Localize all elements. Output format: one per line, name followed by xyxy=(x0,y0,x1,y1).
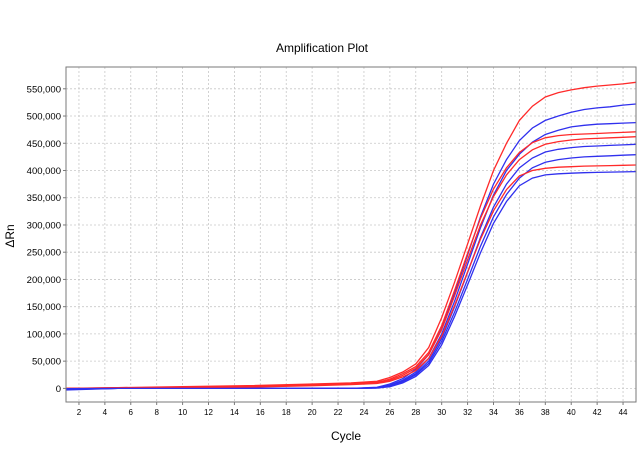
x-tick-label: 4 xyxy=(103,408,108,417)
x-axis-label: Cycle xyxy=(331,429,361,443)
x-tick-label: 20 xyxy=(308,408,317,417)
x-tick-label: 18 xyxy=(282,408,291,417)
x-tick-label: 2 xyxy=(77,408,82,417)
y-tick-label: 350,000 xyxy=(27,193,61,204)
y-tick-label: 550,000 xyxy=(27,84,61,95)
x-tick-label: 16 xyxy=(256,408,265,417)
y-axis-ticks: 0 50,000 100,000 150,000 200,000 250,000 300,0… xyxy=(27,84,66,395)
x-tick-label: 44 xyxy=(619,408,628,417)
series-line-blue-7 xyxy=(65,154,637,390)
x-tick-label: 8 xyxy=(154,408,159,417)
x-tick-label: 14 xyxy=(230,408,239,417)
x-tick-label: 30 xyxy=(437,408,446,417)
series-line-blue-2 xyxy=(65,103,637,391)
x-tick-label: 12 xyxy=(204,408,213,417)
x-tick-label: 10 xyxy=(178,408,187,417)
plot-frame xyxy=(65,66,637,403)
x-tick-label: 42 xyxy=(593,408,602,417)
y-tick-label: 400,000 xyxy=(27,166,61,177)
series-line-red-1 xyxy=(65,81,637,390)
chart-title: Amplification Plot xyxy=(276,41,369,55)
y-tick-label: 500,000 xyxy=(27,112,61,123)
y-tick-label: 150,000 xyxy=(27,302,61,313)
x-tick-label: 34 xyxy=(489,408,498,417)
x-tick-label: 24 xyxy=(360,408,369,417)
x-axis-ticks: 2 4 6 8 10 12 14 16 18 20 22 24 26 28 30 32 34 36 38 40 42 44 xyxy=(77,402,628,417)
y-tick-label: 250,000 xyxy=(27,248,61,259)
y-tick-label: 450,000 xyxy=(27,139,61,150)
y-tick-label: 200,000 xyxy=(27,275,61,286)
grid-lines xyxy=(66,67,636,402)
y-tick-label: 100,000 xyxy=(27,329,61,340)
x-tick-label: 38 xyxy=(541,408,550,417)
y-tick-label: 300,000 xyxy=(27,220,61,231)
series-line-blue-9 xyxy=(65,170,637,390)
x-tick-label: 22 xyxy=(334,408,343,417)
x-tick-label: 6 xyxy=(129,408,134,417)
x-tick-label: 40 xyxy=(567,408,576,417)
series-line-red-8 xyxy=(65,164,637,390)
y-axis-label: ΔRn xyxy=(3,224,17,247)
x-tick-label: 36 xyxy=(515,408,524,417)
y-tick-label: 0 xyxy=(56,384,61,395)
series-lines xyxy=(65,81,637,391)
x-tick-label: 28 xyxy=(411,408,420,417)
x-tick-label: 32 xyxy=(463,408,472,417)
series-line-blue-3 xyxy=(65,121,637,391)
series-line-blue-6 xyxy=(65,143,637,390)
x-tick-label: 26 xyxy=(385,408,394,417)
y-tick-label: 50,000 xyxy=(32,357,61,368)
